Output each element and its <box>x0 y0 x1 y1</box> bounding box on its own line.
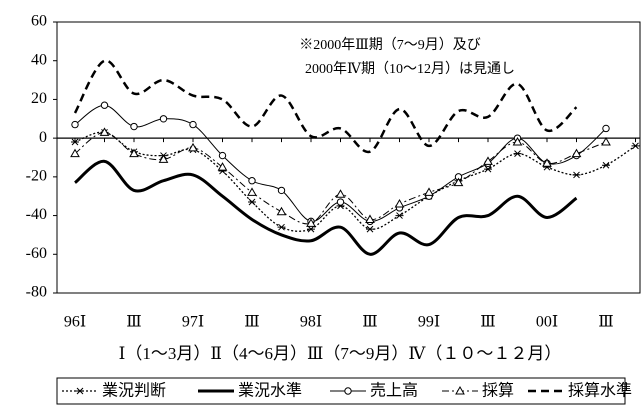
marker <box>631 142 640 150</box>
series-line <box>73 59 578 153</box>
marker <box>572 171 581 179</box>
marker <box>344 387 352 395</box>
x-tick-label: Ⅲ <box>244 314 259 331</box>
marker <box>394 198 405 208</box>
x-note: Ⅰ（1～3月）Ⅱ（4～6月）Ⅲ（7～9月）Ⅳ（１０～１２月） <box>119 344 562 363</box>
marker <box>453 177 464 187</box>
marker <box>336 198 345 206</box>
marker <box>100 101 109 109</box>
marker <box>542 158 552 167</box>
marker <box>277 186 286 195</box>
marker <box>217 162 228 171</box>
marker <box>189 120 197 129</box>
x-tick-label: Ⅲ <box>598 314 613 331</box>
legend-label: 業況判断 <box>102 382 166 400</box>
y-tick-label: 40 <box>31 51 47 68</box>
x-tick-label: 00Ⅰ <box>536 314 558 331</box>
marker <box>71 120 79 129</box>
x-tick-label: 97Ⅰ <box>182 314 204 331</box>
y-tick-label: 0 <box>39 129 47 146</box>
legend-frame <box>56 377 626 405</box>
marker <box>395 212 404 219</box>
marker <box>276 206 287 216</box>
annotation: ※2000年Ⅲ期（7～9月）及び <box>299 37 481 53</box>
marker <box>602 161 610 169</box>
x-tick-label: Ⅲ <box>126 314 141 331</box>
marker <box>248 198 256 206</box>
series-line <box>74 159 578 256</box>
series-line <box>74 131 607 225</box>
legend-label: 採算 <box>482 381 514 400</box>
x-tick-label: Ⅲ <box>480 314 495 331</box>
marker <box>335 189 346 198</box>
marker <box>512 137 523 146</box>
marker <box>130 122 138 131</box>
y-tick-label: 60 <box>31 13 47 30</box>
marker <box>571 148 582 158</box>
marker <box>188 142 198 152</box>
x-tick-label: Ⅲ <box>362 314 377 331</box>
y-tick-label: -20 <box>26 168 47 185</box>
y-tick-label: -60 <box>26 245 47 262</box>
marker <box>484 165 492 173</box>
marker <box>513 150 522 157</box>
marker <box>247 187 257 196</box>
marker <box>307 225 315 233</box>
marker <box>365 214 375 223</box>
legend-label: 売上高 <box>370 382 418 400</box>
y-tick-label: -80 <box>26 284 47 301</box>
x-tick-label: 96Ⅰ <box>64 314 86 331</box>
x-tick-label: 98Ⅰ <box>300 314 322 331</box>
legend-label: 採算水準 <box>568 381 632 400</box>
plot-frame <box>56 21 641 294</box>
annotation: 2000年Ⅳ期（10～12月）は見通し <box>305 61 515 77</box>
marker <box>129 148 139 158</box>
marker <box>366 225 374 233</box>
marker <box>159 115 168 123</box>
marker <box>455 385 465 395</box>
marker <box>483 156 493 165</box>
marker <box>277 223 286 231</box>
marker <box>158 154 169 163</box>
marker <box>70 148 80 158</box>
y-tick-label: -40 <box>26 206 47 223</box>
x-tick-label: 99Ⅰ <box>418 314 440 331</box>
marker <box>601 137 611 146</box>
marker <box>248 177 256 185</box>
legend-label: 業況水準 <box>238 382 302 400</box>
marker <box>76 387 84 395</box>
marker <box>99 127 110 136</box>
marker <box>71 138 79 146</box>
marker <box>602 124 610 133</box>
marker <box>218 151 227 160</box>
marker <box>306 218 316 227</box>
y-tick-label: 20 <box>31 90 47 107</box>
marker <box>424 187 434 196</box>
